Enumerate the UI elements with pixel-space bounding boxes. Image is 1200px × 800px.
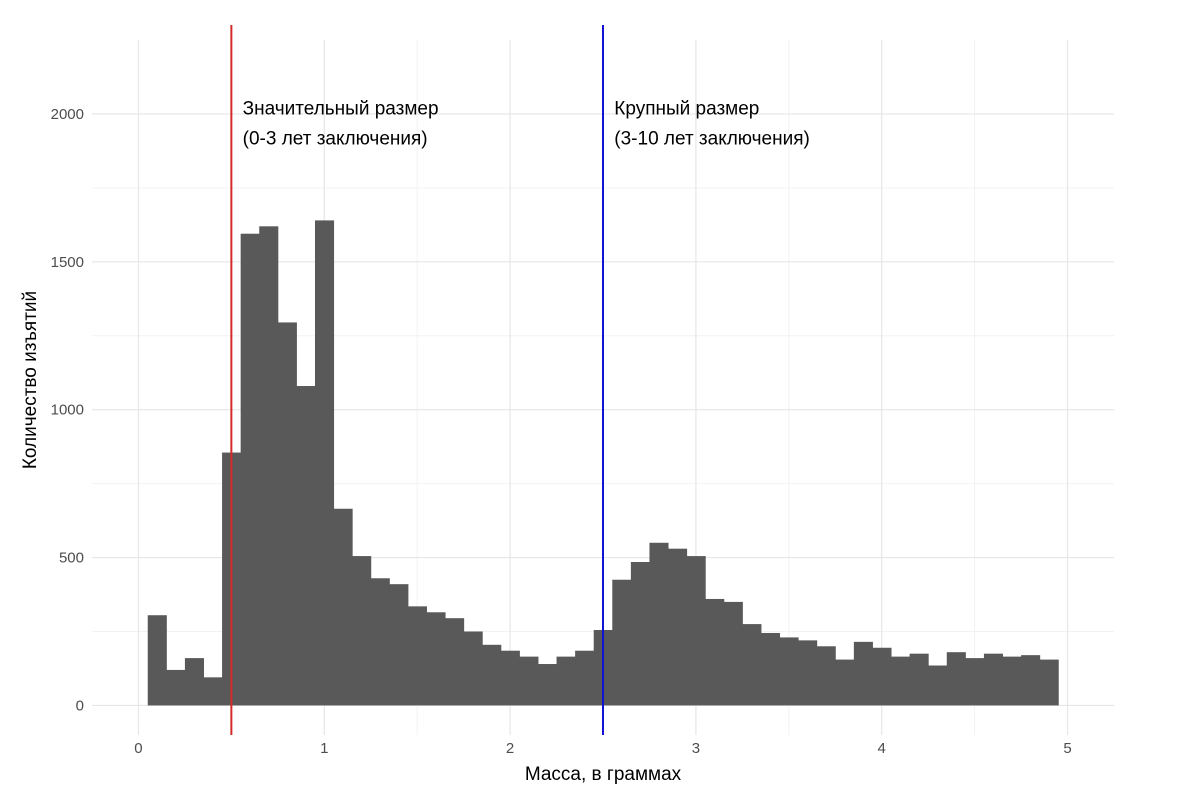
x-tick-label: 1 <box>320 740 328 757</box>
histogram-bar <box>872 647 892 706</box>
histogram-bar <box>575 650 595 706</box>
histogram-bar <box>500 650 520 706</box>
x-tick-label: 5 <box>1063 740 1071 757</box>
histogram-bar <box>612 579 632 706</box>
histogram-bar <box>147 615 167 706</box>
significant-size-annotation-line: Значительный размер <box>243 99 439 120</box>
histogram-bar <box>779 637 799 706</box>
histogram-bar <box>296 386 316 706</box>
y-tick-label: 500 <box>59 550 84 567</box>
annotations: Значительный размер (0-3 лет заключения) К… <box>243 99 810 150</box>
histogram-bar <box>1021 655 1041 706</box>
histogram-bar <box>407 606 427 706</box>
y-tick-label: 0 <box>76 697 84 714</box>
x-tick-label: 3 <box>692 740 700 757</box>
histogram-bar <box>891 656 911 706</box>
y-tick-label: 2000 <box>51 106 84 123</box>
histogram-bar <box>649 542 669 706</box>
y-tick-label: 1500 <box>51 254 84 271</box>
histogram-bar <box>426 612 446 706</box>
histogram-bar <box>816 646 836 706</box>
significant-size-annotation-line: (0-3 лет заключения) <box>243 129 428 150</box>
histogram-bar <box>723 601 743 706</box>
histogram-bar <box>630 561 650 706</box>
histogram-bar <box>556 656 576 706</box>
x-tick-label: 2 <box>506 740 514 757</box>
histogram-bar <box>798 640 818 706</box>
x-tick-label: 0 <box>134 740 142 757</box>
histogram-bar <box>482 644 502 706</box>
histogram-bar <box>184 658 204 706</box>
histogram-bar <box>166 669 186 706</box>
x-axis-title: Масса, в граммах <box>525 764 682 785</box>
histogram-bar <box>314 220 335 706</box>
y-axis-title: Количество изъятий <box>20 291 41 469</box>
histogram-bar <box>537 664 558 706</box>
histogram-bar <box>983 653 1004 706</box>
histogram-bar <box>277 322 297 706</box>
large-size-annotation-line: (3-10 лет заключения) <box>614 129 810 150</box>
histogram-bar <box>928 665 948 706</box>
histogram-bar <box>909 653 929 706</box>
histogram-bar <box>203 677 223 706</box>
histogram-bar <box>853 641 873 706</box>
histogram-bar <box>352 556 372 706</box>
large-size-annotation-line: Крупный размер <box>614 99 759 120</box>
histogram-bar <box>389 584 409 706</box>
histogram-bar <box>519 656 539 706</box>
histogram-bar <box>760 632 781 706</box>
y-axis-ticks: 0 500 1000 1500 2000 <box>51 106 84 714</box>
histogram-bar <box>259 226 279 706</box>
histogram-bar <box>445 618 465 706</box>
histogram-bar <box>946 652 966 706</box>
histogram-bar <box>1002 656 1022 706</box>
x-axis-ticks: 0 1 2 3 4 5 <box>134 740 1071 757</box>
histogram-bar <box>240 233 260 706</box>
histogram-bar <box>463 631 483 706</box>
histogram-bar <box>835 659 855 706</box>
histogram-bar <box>742 624 762 706</box>
histogram-bar <box>686 556 706 706</box>
histogram-bar <box>333 508 353 706</box>
histogram-bar <box>705 598 725 706</box>
histogram-bar <box>965 658 985 706</box>
threshold-lines <box>230 25 604 735</box>
y-tick-label: 1000 <box>51 402 84 419</box>
histogram-bar <box>668 548 688 706</box>
histogram-bar <box>370 578 390 706</box>
x-tick-label: 4 <box>878 740 886 757</box>
histogram-bar <box>1039 659 1059 706</box>
